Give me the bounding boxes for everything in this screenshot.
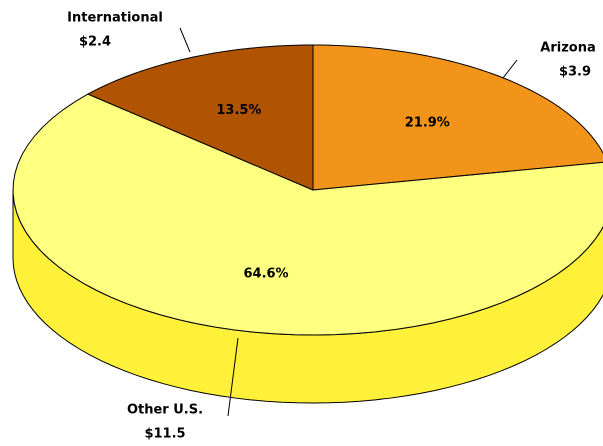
leader-line — [179, 27, 191, 53]
leader-line — [227, 337, 239, 417]
category-label: Arizona — [540, 41, 595, 56]
slice — [86, 44, 314, 191]
amount-label: $11.5 — [144, 427, 185, 442]
category-label: Other U.S. — [127, 403, 203, 418]
category-label: International — [67, 11, 163, 26]
amount-label: $3.9 — [559, 65, 591, 80]
amount-label: $2.4 — [79, 35, 111, 50]
value-label: 64.6% — [243, 266, 288, 281]
leader-line — [502, 59, 518, 79]
value-label: 13.5% — [216, 103, 261, 118]
value-label: 21.9% — [405, 115, 450, 130]
slice — [12, 93, 603, 336]
